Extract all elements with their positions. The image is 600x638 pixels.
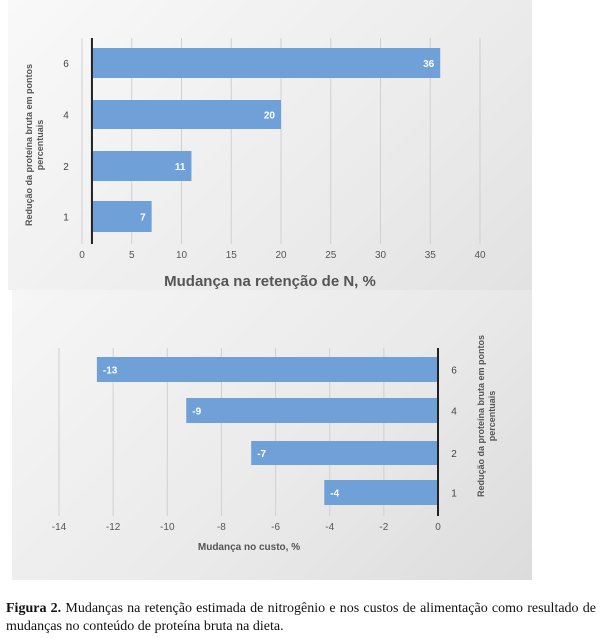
- bar: [91, 100, 281, 129]
- x-tick-label: -6: [271, 522, 280, 533]
- y-tick-label: 1: [451, 489, 457, 500]
- bar: [324, 480, 438, 505]
- x-tick-label: 20: [275, 250, 287, 261]
- data-label: -7: [257, 449, 266, 460]
- y-axis-title-line: percentuais: [487, 391, 497, 442]
- y-tick-label: 4: [451, 407, 457, 418]
- x-tick-label: 40: [474, 250, 486, 261]
- x-tick-label: 25: [325, 250, 337, 261]
- data-label: 36: [423, 59, 435, 70]
- x-tick-label: 0: [435, 522, 441, 533]
- y-tick-label: 2: [63, 162, 69, 173]
- x-tick-label: -12: [106, 522, 121, 533]
- x-tick-label: -10: [160, 522, 175, 533]
- x-axis-title: Mudança no custo, %: [198, 542, 300, 553]
- bar: [96, 357, 439, 382]
- x-tick-label: 30: [375, 250, 387, 261]
- x-tick-label: 0: [79, 250, 85, 261]
- y-axis-title: Redução da proteína bruta em pontosperce…: [24, 64, 45, 226]
- caption-label: Figura 2.: [6, 601, 62, 616]
- figure-caption: Figura 2. Mudanças na retenção estimada …: [6, 600, 596, 636]
- bar: [91, 151, 192, 181]
- bar: [91, 201, 152, 232]
- y-tick-label: 2: [451, 449, 457, 460]
- data-label: -9: [192, 407, 201, 418]
- data-label: -4: [330, 489, 339, 500]
- y-axis-title-line: Redução da proteína bruta em pontos: [24, 64, 34, 226]
- x-tick-label: 35: [425, 250, 437, 261]
- y-axis-title-line: Redução da proteína bruta em pontos: [476, 335, 486, 497]
- y-tick-label: 4: [63, 111, 69, 122]
- chart-panel-bottom: -14 -12 -10 -8 -6 -4 -2 0 -4 1 -7 2 -9 4 -13 6 Mudança n…: [12, 290, 532, 580]
- bar: [251, 441, 438, 465]
- chart-panel-top: 0 5 10 15 20 25 30 35 40 7 1 11 2 20 4 36 6 Mudança na re…: [8, 0, 532, 290]
- y-tick-label: 6: [63, 59, 69, 70]
- data-label: -13: [103, 366, 118, 377]
- y-axis-title-line: percentuais: [35, 120, 45, 171]
- data-label: 11: [175, 162, 186, 173]
- x-tick-label: 15: [226, 250, 238, 261]
- cost-chart: -14 -12 -10 -8 -6 -4 -2 0 -4 1 -7 2 -9 4 -13 6 Mudança n…: [52, 335, 497, 553]
- y-tick-label: 6: [451, 366, 457, 377]
- x-tick-label: 5: [129, 250, 135, 261]
- y-tick-label: 1: [63, 213, 69, 224]
- x-tick-label: -8: [217, 522, 226, 533]
- x-axis-title: Mudança na retenção de N, %: [164, 273, 376, 290]
- data-label: 7: [140, 213, 146, 224]
- data-label: 20: [264, 111, 276, 122]
- x-tick-label: 10: [176, 250, 188, 261]
- y-axis-title: Redução da proteína bruta em pontosperce…: [476, 335, 497, 497]
- x-tick-label: -4: [325, 522, 334, 533]
- bar: [186, 398, 438, 423]
- bar: [91, 48, 441, 78]
- caption-text: Mudanças na retenção estimada de nitrogê…: [6, 601, 596, 634]
- x-tick-label: -14: [52, 522, 67, 533]
- x-tick-label: -2: [379, 522, 388, 533]
